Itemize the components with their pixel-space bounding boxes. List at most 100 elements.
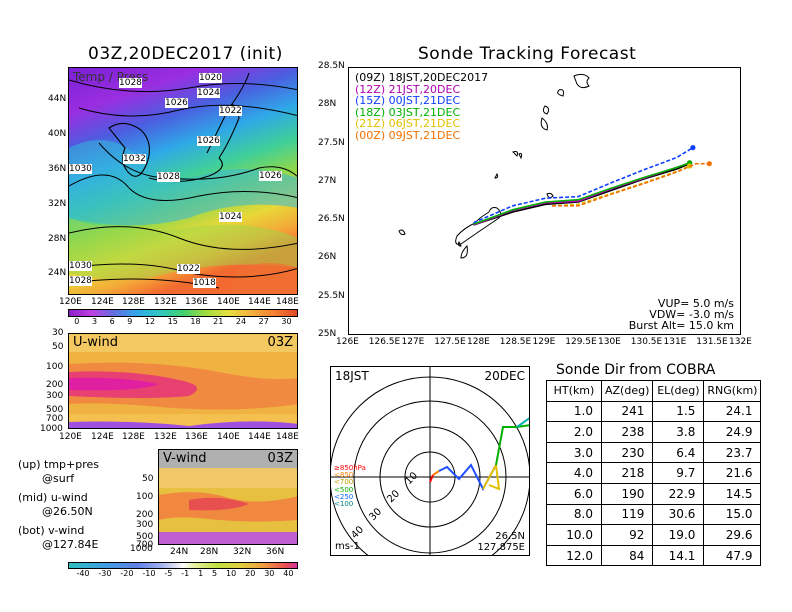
colorbar-label: 21 bbox=[213, 317, 224, 326]
polar-panel: 10 20 30 40 18JST 20DEC ≥850hPa <850 <70… bbox=[330, 366, 530, 556]
cell-ht: 10.0 bbox=[546, 524, 602, 546]
cell-el: 14.1 bbox=[652, 544, 705, 567]
cell-ht: 4.0 bbox=[546, 462, 602, 484]
map-title: 03Z,20DEC2017 (init) bbox=[88, 44, 283, 64]
table-row: 4.0 218 9.7 21.6 bbox=[546, 462, 762, 484]
isobar-label: 1030 bbox=[69, 164, 92, 174]
polar-loc-lat: 26.5N bbox=[495, 531, 525, 542]
track-line bbox=[473, 146, 694, 224]
uwind-lon-label: 140E bbox=[217, 432, 240, 442]
uwind-level: 1000 bbox=[40, 424, 63, 434]
vwind-panel: V-wind 03Z bbox=[158, 449, 298, 545]
track-plot: (09Z) 18JST,20DEC2017 (12Z) 21JST,20DEC … bbox=[348, 67, 741, 335]
wind-colorbar-labels: -40 -30 -20 -10 -5 -1 1 5 10 20 30 40 bbox=[72, 569, 298, 578]
table-row: 2.0 238 3.8 24.9 bbox=[546, 421, 762, 443]
cell-el: 1.5 bbox=[652, 400, 705, 423]
track-legend-item: (12Z) 21JST,20DEC bbox=[355, 82, 461, 96]
track-y-label: 25.5N bbox=[318, 290, 345, 301]
legend-up-1: (up) tmp+pres bbox=[18, 458, 100, 471]
cell-az: 230 bbox=[600, 441, 654, 464]
temp-colorbar-labels: 0 3 6 9 12 15 18 21 24 27 30 bbox=[68, 317, 298, 326]
colorbar-label: 3 bbox=[91, 317, 98, 326]
wind-colorbar-label: 40 bbox=[283, 569, 294, 578]
map-lat-label: 40N bbox=[48, 129, 67, 139]
cell-rng: 24.1 bbox=[703, 400, 762, 423]
uwind-level: 200 bbox=[46, 380, 64, 390]
track-legend: (09Z) 18JST,20DEC2017 (12Z) 21JST,20DEC … bbox=[355, 72, 488, 142]
wind-colorbar-label: 5 bbox=[212, 569, 218, 578]
cell-el: 22.9 bbox=[652, 482, 705, 505]
track-y-label: 26.5N bbox=[318, 214, 345, 225]
vwind-lat-label: 28N bbox=[200, 547, 219, 557]
cell-el: 9.7 bbox=[652, 462, 705, 484]
polar-level-legend: ≥850hPa <850 <700 <500 <250 <100 bbox=[334, 464, 366, 508]
vwind-level: 1000 bbox=[130, 544, 153, 554]
track-legend-item: (09Z) 18JST,20DEC2017 bbox=[355, 71, 489, 84]
level-legend-item: <250 bbox=[334, 492, 354, 501]
colorbar-label: 24 bbox=[235, 317, 247, 326]
cell-az: 190 bbox=[600, 482, 654, 505]
isobar-label: 1028 bbox=[69, 276, 92, 286]
track-x-label: 131.5E bbox=[696, 337, 728, 347]
isobar-label: 1024 bbox=[197, 88, 220, 98]
colorbar-label: 12 bbox=[144, 317, 156, 326]
cell-rng: 23.7 bbox=[703, 441, 762, 464]
vwind-lat-label: 36N bbox=[266, 547, 285, 557]
track-info-vdw: VDW= -3.0 m/s bbox=[649, 308, 734, 321]
cell-az: 84 bbox=[600, 544, 654, 567]
wind-colorbar-label: -10 bbox=[142, 569, 156, 578]
vwind-level: 200 bbox=[136, 510, 154, 520]
uwind-level: 30 bbox=[52, 328, 64, 338]
track-x-label: 130E bbox=[598, 337, 621, 347]
vwind-level: 50 bbox=[142, 474, 154, 484]
track-series bbox=[473, 145, 712, 226]
isobar-label: 1020 bbox=[199, 73, 222, 83]
isobar-label: 1032 bbox=[123, 154, 146, 164]
map-lat-label: 28N bbox=[48, 234, 67, 244]
uwind-level: 300 bbox=[46, 391, 64, 401]
cell-az: 92 bbox=[600, 524, 654, 546]
colorbar-label: 0 bbox=[74, 317, 80, 326]
polar-date: 20DEC bbox=[484, 369, 525, 383]
uwind-level: 50 bbox=[52, 342, 64, 352]
isobar-label: 1026 bbox=[259, 171, 282, 181]
track-legend-item: (00Z) 09JST,21DEC bbox=[355, 128, 461, 142]
colorbar-label: 6 bbox=[109, 317, 115, 326]
track-y-label: 28N bbox=[318, 99, 337, 110]
table-row: 6.0 190 22.9 14.5 bbox=[546, 482, 762, 505]
isobar-label: 1030 bbox=[69, 261, 92, 271]
track-x-label: 129E bbox=[532, 337, 556, 347]
wind-colorbar-label: 10 bbox=[226, 569, 237, 578]
vwind-level: 100 bbox=[136, 492, 154, 502]
cell-rng: 47.9 bbox=[703, 544, 762, 567]
isobar-label: 1022 bbox=[219, 106, 242, 116]
sonde-table: HT(km) AZ(deg) EL(deg) RNG(km) 1.0 241 1.5… bbox=[546, 380, 762, 567]
table-row: 1.0 241 1.5 24.1 bbox=[546, 400, 762, 423]
cell-rng: 21.6 bbox=[703, 462, 762, 484]
level-legend-item: <500 bbox=[334, 485, 354, 494]
cell-ht: 1.0 bbox=[546, 400, 602, 423]
legend-bot-1: (bot) v-wind bbox=[18, 524, 85, 537]
uwind-level: 700 bbox=[46, 414, 64, 424]
map-lon-label: 148E bbox=[276, 297, 299, 307]
table-header-row: HT(km) AZ(deg) EL(deg) RNG(km) bbox=[546, 380, 762, 402]
map-lat-label: 32N bbox=[48, 199, 67, 209]
wind-colorbar-label: -1 bbox=[181, 569, 190, 578]
map-lon-label: 144E bbox=[248, 297, 271, 307]
wind-colorbar-label: 20 bbox=[245, 569, 256, 578]
track-x-label: 130.5E bbox=[630, 337, 663, 347]
legend-mid-1: (mid) u-wind bbox=[18, 491, 88, 504]
wind-colorbar-label: 1 bbox=[198, 569, 204, 578]
cell-az: 238 bbox=[600, 421, 654, 443]
track-y-label: 28.5N bbox=[318, 61, 345, 71]
vwind-level: 700 bbox=[136, 540, 154, 550]
polar-loc-lon: 127.875E bbox=[477, 542, 525, 553]
header-az: AZ(deg) bbox=[600, 380, 654, 402]
vwind-time: 03Z bbox=[267, 451, 293, 466]
cell-el: 3.8 bbox=[652, 421, 705, 443]
wind-colorbar-label: -30 bbox=[98, 569, 112, 578]
track-x-label: 127E bbox=[401, 337, 425, 347]
uwind-time: 03Z bbox=[267, 335, 293, 350]
level-legend-item: <850 bbox=[334, 471, 354, 480]
track-x-label: 126E bbox=[336, 337, 359, 347]
